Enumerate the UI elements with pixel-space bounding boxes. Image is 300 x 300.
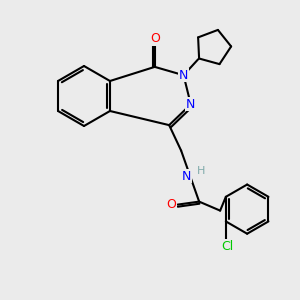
Text: N: N xyxy=(179,69,188,82)
Text: Cl: Cl xyxy=(221,239,233,253)
Text: N: N xyxy=(182,169,191,183)
Text: H: H xyxy=(197,166,206,176)
Text: N: N xyxy=(186,98,196,111)
Text: O: O xyxy=(150,32,160,45)
Text: O: O xyxy=(166,198,176,211)
